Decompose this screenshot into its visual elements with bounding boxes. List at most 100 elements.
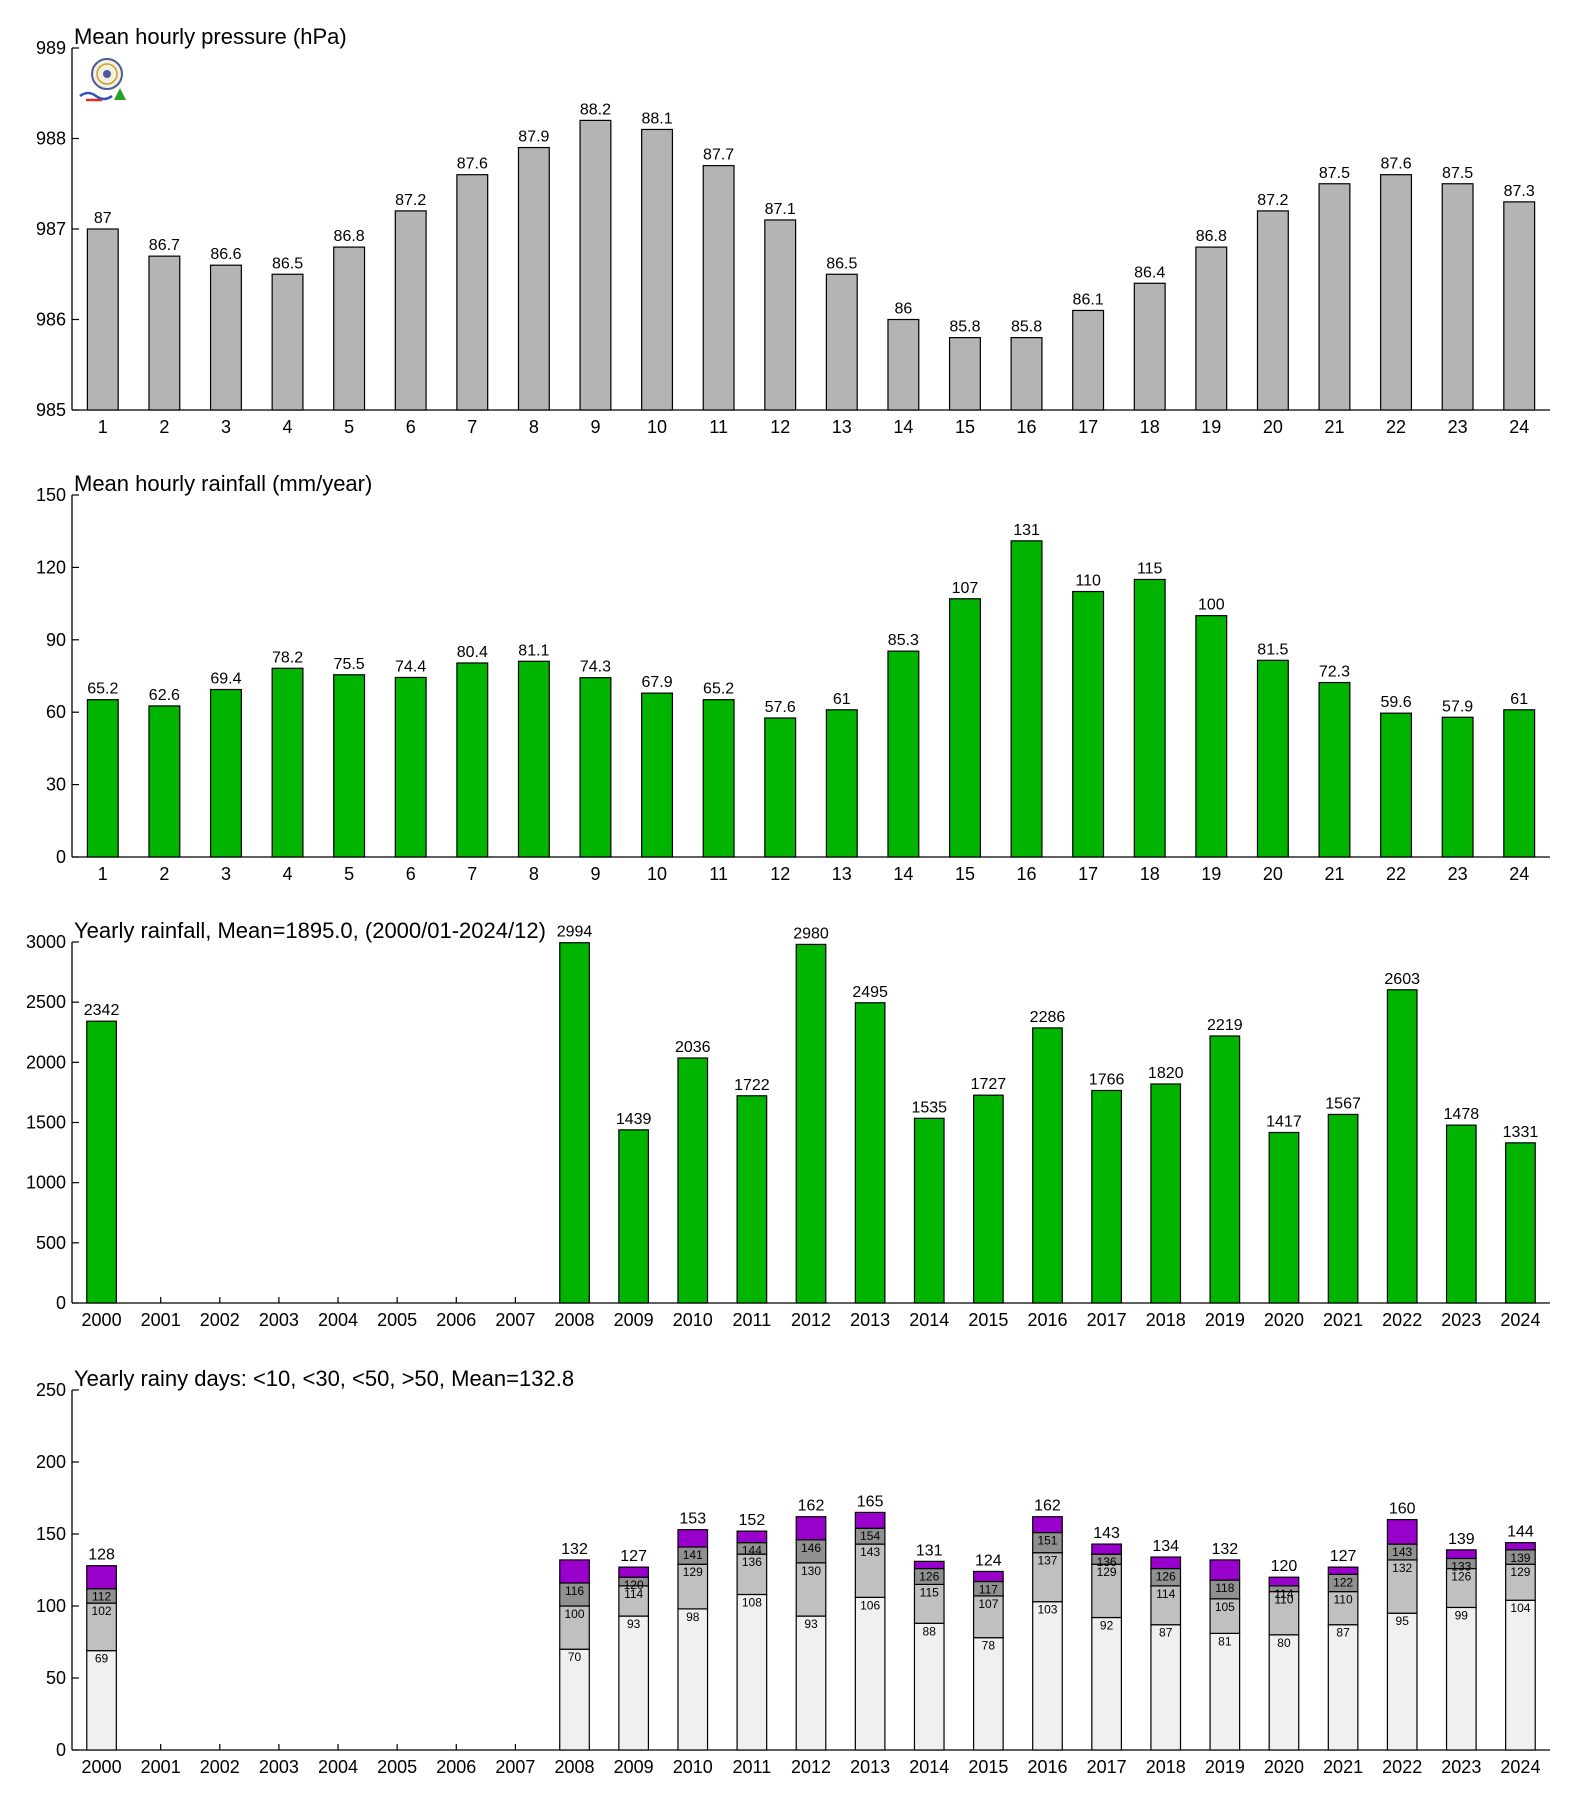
bar-value-label: 2342 — [84, 1002, 120, 1019]
bar-total-label: 160 — [1389, 1501, 1416, 1518]
y-tick-label: 989 — [36, 38, 66, 58]
segment-value-label: 122 — [1333, 1575, 1353, 1589]
x-tick-label: 2006 — [436, 1310, 476, 1330]
bar-total-label: 162 — [798, 1498, 825, 1515]
x-tick-label: 12 — [770, 417, 790, 437]
segment-value-label: 117 — [979, 1583, 998, 1597]
x-tick-label: 24 — [1509, 864, 1529, 884]
bar-value-label: 69.4 — [210, 671, 241, 688]
x-tick-label: 2000 — [82, 1757, 122, 1777]
bar — [1503, 201, 1536, 411]
bar-segment-lt10 — [618, 1615, 650, 1751]
y-tick-label: 100 — [36, 1596, 66, 1616]
bar — [1327, 1113, 1359, 1304]
x-tick-label: 21 — [1324, 864, 1344, 884]
x-tick-label: 13 — [832, 864, 852, 884]
bar — [825, 273, 858, 411]
bar-segment-total — [854, 1511, 886, 1529]
segment-value-label: 114 — [1156, 1587, 1175, 1601]
bar — [271, 667, 304, 858]
bar-total-label: 139 — [1448, 1531, 1475, 1548]
x-tick-label: 2023 — [1441, 1310, 1481, 1330]
segment-value-label: 139 — [1510, 1551, 1530, 1565]
bar-segment-total — [86, 1565, 117, 1590]
bar-value-label: 87.6 — [457, 156, 488, 173]
bar-value-label: 131 — [1013, 522, 1040, 539]
bar — [209, 264, 242, 411]
bar-value-label: 1331 — [1503, 1124, 1539, 1141]
bar — [1386, 989, 1418, 1304]
segment-value-label: 106 — [860, 1598, 880, 1612]
x-tick-label: 22 — [1386, 417, 1406, 437]
segment-value-label: 126 — [1451, 1570, 1471, 1584]
bar-value-label: 67.9 — [641, 674, 672, 691]
bar-segment-lt10 — [1150, 1624, 1182, 1751]
x-tick-label: 2 — [159, 417, 169, 437]
x-tick-label: 10 — [647, 417, 667, 437]
x-tick-label: 18 — [1140, 417, 1160, 437]
bar — [86, 1020, 117, 1304]
bar-value-label: 72.3 — [1319, 664, 1350, 681]
bar — [854, 1002, 886, 1304]
x-tick-label: 2010 — [673, 1310, 713, 1330]
x-tick-label: 12 — [770, 864, 790, 884]
bar-value-label: 86.7 — [149, 237, 180, 254]
x-tick-label: 24 — [1509, 417, 1529, 437]
bar — [948, 598, 981, 858]
bar-value-label: 2286 — [1030, 1009, 1066, 1026]
segment-value-label: 136 — [742, 1555, 762, 1569]
bar — [271, 273, 304, 411]
bar — [333, 674, 366, 858]
bar — [517, 660, 550, 858]
x-tick-label: 5 — [344, 417, 354, 437]
x-tick-label: 22 — [1386, 864, 1406, 884]
x-tick-label: 17 — [1078, 417, 1098, 437]
x-tick-label: 2016 — [1027, 1310, 1067, 1330]
segment-value-label: 129 — [683, 1565, 703, 1579]
bar-segment-lt10 — [1505, 1599, 1536, 1751]
bar — [86, 228, 119, 411]
bar-value-label: 87.6 — [1380, 156, 1411, 173]
bar — [1441, 716, 1474, 858]
bar-value-label: 87.9 — [518, 129, 549, 146]
bar — [1133, 578, 1166, 858]
x-tick-label: 2014 — [909, 1310, 949, 1330]
bar-segment-lt10 — [854, 1596, 886, 1751]
x-tick-label: 8 — [529, 417, 539, 437]
bar-value-label: 2036 — [675, 1039, 711, 1056]
segment-value-label: 126 — [919, 1570, 939, 1584]
x-tick-label: 1 — [98, 417, 108, 437]
bar-segment-total — [1150, 1556, 1182, 1570]
segment-value-label: 129 — [1097, 1565, 1117, 1579]
bar — [677, 1057, 709, 1304]
x-tick-label: 2021 — [1323, 1310, 1363, 1330]
bar-value-label: 1722 — [734, 1077, 770, 1094]
x-tick-label: 20 — [1263, 864, 1283, 884]
x-tick-label: 2003 — [259, 1310, 299, 1330]
segment-value-label: 87 — [1159, 1626, 1173, 1640]
segment-value-label: 100 — [565, 1607, 585, 1621]
bar-segment-lt10 — [677, 1608, 709, 1751]
segment-value-label: 92 — [1100, 1619, 1114, 1633]
bar — [1010, 337, 1043, 411]
x-tick-label: 2000 — [82, 1310, 122, 1330]
bar-segment-lt30 — [618, 1585, 650, 1617]
y-tick-label: 90 — [46, 630, 66, 650]
x-tick-label: 19 — [1201, 417, 1221, 437]
x-tick-label: 2004 — [318, 1310, 358, 1330]
segment-value-label: 146 — [801, 1541, 821, 1555]
bar-total-label: 127 — [1330, 1548, 1357, 1565]
bar — [736, 1095, 768, 1304]
bar-value-label: 88.2 — [580, 101, 611, 118]
bar-value-label: 87.1 — [765, 201, 796, 218]
x-tick-label: 16 — [1017, 864, 1037, 884]
bar-value-label: 86.6 — [210, 246, 241, 263]
bar-segment-lt30 — [677, 1563, 709, 1610]
bar-value-label: 86.5 — [826, 255, 857, 272]
bar — [333, 246, 366, 411]
bar-total-label: 153 — [679, 1511, 706, 1528]
segment-value-label: 99 — [1455, 1608, 1469, 1622]
segment-value-label: 70 — [568, 1650, 582, 1664]
x-tick-label: 7 — [467, 417, 477, 437]
